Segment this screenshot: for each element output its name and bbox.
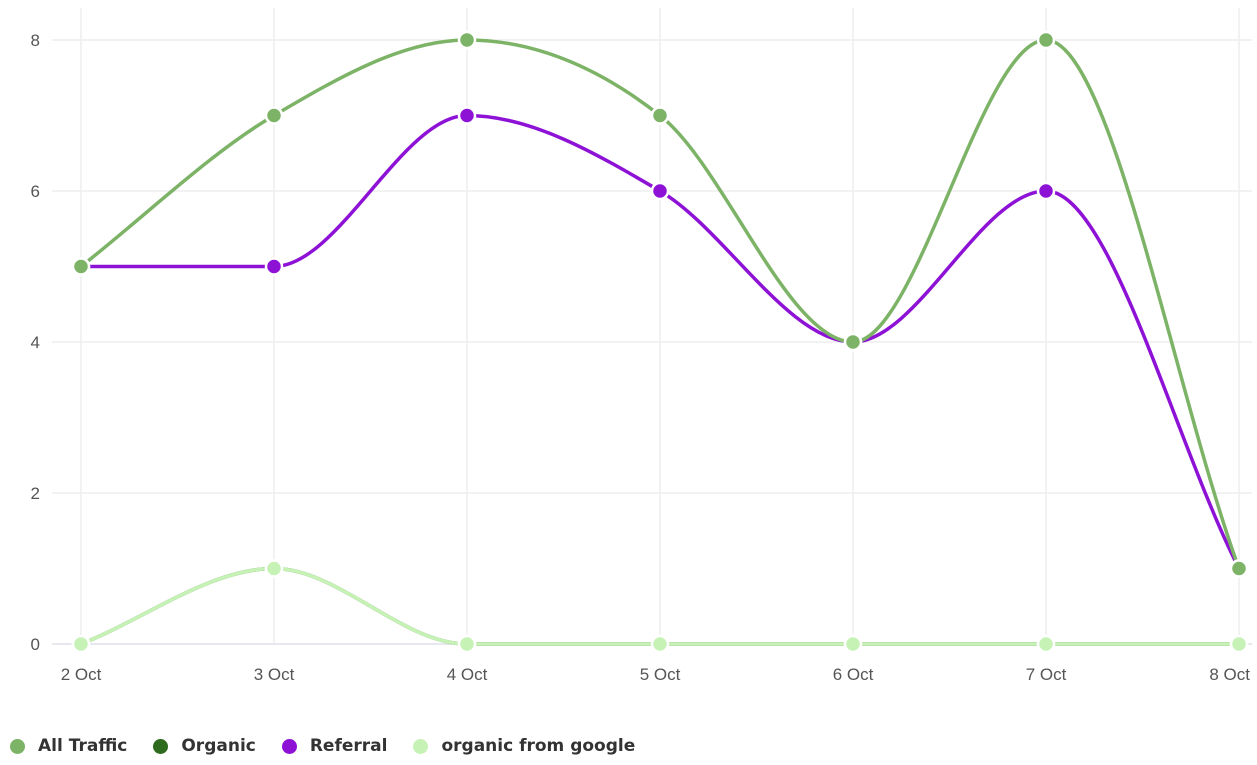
legend: All Traffic Organic Referral organic from g…	[10, 736, 661, 756]
data-point-organic-from-google[interactable]	[457, 634, 477, 654]
legend-label: Referral	[309, 736, 388, 756]
data-point-all-traffic[interactable]	[457, 30, 477, 50]
x-tick-label: 3 Oct	[254, 665, 295, 684]
data-point-all-traffic[interactable]	[1036, 30, 1056, 50]
series-line-all-traffic	[79, 38, 1241, 571]
legend-item[interactable]: All Traffic	[10, 736, 127, 756]
data-point-all-traffic[interactable]	[650, 106, 670, 125]
x-tick-label: 7 Oct	[1026, 665, 1067, 684]
data-point-all-traffic[interactable]	[843, 332, 863, 352]
axes: 0 2 4 6 8 2 Oct 3 Oct 4 Oct 5 Oct 6 Oct 7 Oct 8 Oct	[31, 31, 1251, 684]
x-tick-label: 4 Oct	[447, 665, 488, 684]
points-layer	[71, 30, 1249, 654]
legend-marker-icon	[153, 738, 169, 754]
data-point-all-traffic[interactable]	[1229, 559, 1249, 578]
y-tick-label: 2	[31, 484, 40, 503]
data-point-organic-from-google[interactable]	[1036, 634, 1056, 654]
grid	[52, 8, 1252, 645]
y-tick-label: 6	[31, 182, 40, 201]
data-point-referral[interactable]	[264, 257, 284, 276]
data-point-all-traffic[interactable]	[264, 106, 284, 125]
data-point-referral[interactable]	[1036, 181, 1056, 201]
legend-label: Organic	[181, 736, 256, 756]
y-tick-label: 0	[31, 635, 40, 654]
legend-item[interactable]: Referral	[281, 736, 388, 756]
data-point-organic-from-google[interactable]	[1229, 634, 1249, 654]
legend-marker-icon	[281, 738, 297, 754]
legend-item[interactable]: organic from google	[413, 736, 635, 756]
y-tick-label: 8	[31, 31, 40, 50]
y-tick-label: 4	[31, 333, 40, 352]
legend-label: organic from google	[441, 736, 636, 756]
data-point-organic-from-google[interactable]	[650, 634, 670, 654]
data-point-organic-from-google[interactable]	[843, 634, 863, 654]
data-point-referral[interactable]	[457, 106, 477, 125]
x-tick-label: 8 Oct	[1209, 665, 1250, 684]
data-point-organic-from-google[interactable]	[264, 559, 284, 578]
x-tick-label: 5 Oct	[640, 665, 681, 684]
data-point-organic-from-google[interactable]	[71, 634, 91, 654]
line-chart: 0 2 4 6 8 2 Oct 3 Oct 4 Oct 5 Oct 6 Oct 7 Oct 8 Oct	[31, 8, 1252, 684]
legend-marker-icon	[413, 738, 429, 754]
data-point-all-traffic[interactable]	[71, 257, 91, 276]
data-point-referral[interactable]	[650, 181, 670, 201]
legend-item[interactable]: Organic	[153, 736, 256, 756]
legend-marker-icon	[10, 738, 25, 754]
series-line-referral	[79, 113, 1241, 571]
legend-label: All Traffic	[38, 736, 128, 756]
x-tick-label: 6 Oct	[833, 665, 874, 684]
x-tick-label: 2 Oct	[61, 665, 102, 684]
